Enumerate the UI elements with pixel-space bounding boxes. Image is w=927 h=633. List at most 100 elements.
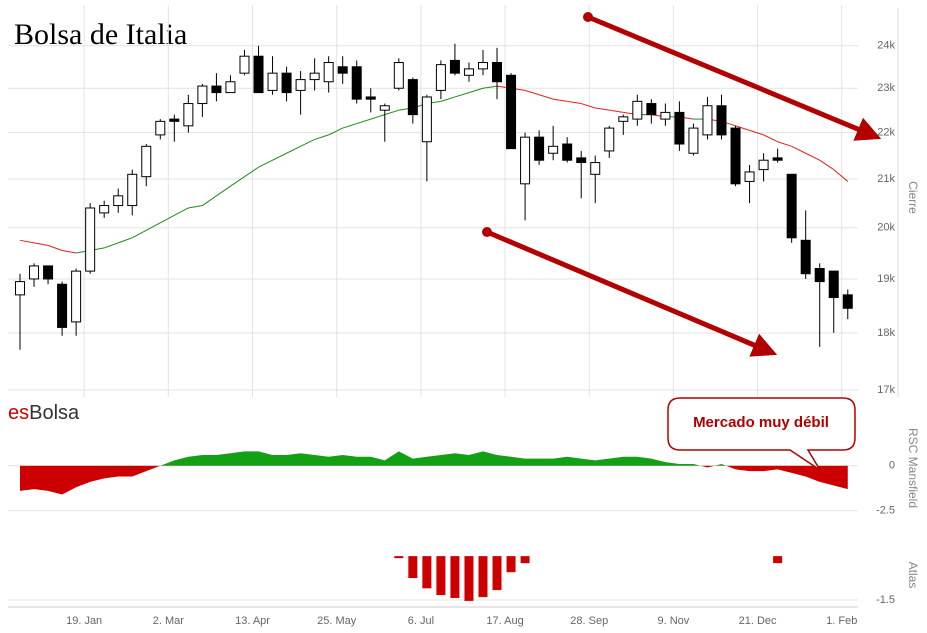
candle-body xyxy=(660,111,671,120)
bar xyxy=(450,556,460,598)
moving-average-segment xyxy=(805,152,820,161)
candle-body xyxy=(309,72,320,81)
x-tick-label: 9. Nov xyxy=(658,615,690,627)
candle-body xyxy=(253,55,264,94)
candle-body xyxy=(99,205,110,214)
candle-body xyxy=(197,85,208,105)
y-axis-title: RSC Mansfield xyxy=(906,428,920,508)
candle-body xyxy=(183,103,194,127)
candle-body xyxy=(267,72,278,91)
moving-average-segment xyxy=(132,229,147,239)
moving-average-segment xyxy=(609,109,624,113)
x-tick-label: 2. Mar xyxy=(153,615,185,627)
moving-average-segment xyxy=(468,87,484,94)
bar xyxy=(436,556,446,596)
area-negative xyxy=(20,465,848,495)
candle-body xyxy=(632,100,643,120)
candle-body xyxy=(618,116,629,122)
candle-body xyxy=(239,55,250,74)
moving-average-segment xyxy=(118,237,133,244)
candle-body xyxy=(449,59,460,74)
candle-body xyxy=(169,118,180,122)
bar xyxy=(492,556,502,591)
moving-average-segment xyxy=(258,159,273,168)
moving-average-segment xyxy=(749,129,764,136)
trend-arrows xyxy=(482,12,882,357)
candle-body xyxy=(281,72,292,94)
moving-average-segment xyxy=(567,100,582,105)
moving-average-segment xyxy=(763,134,778,143)
candle-body xyxy=(562,143,573,161)
x-tick-label: 25. May xyxy=(317,615,357,627)
y-tick-label: -1.5 xyxy=(876,594,895,606)
bubble-shape xyxy=(667,397,856,471)
moving-average-segment xyxy=(328,127,343,136)
moving-average-segment xyxy=(62,249,77,254)
moving-average-segment xyxy=(19,239,35,244)
y-tick-label: 17k xyxy=(877,384,895,396)
candle-body xyxy=(814,268,825,283)
moving-average-segment xyxy=(314,134,329,140)
moving-average-segment xyxy=(538,94,554,100)
candle-body xyxy=(57,283,68,328)
moving-average-segment xyxy=(230,176,245,187)
candle-body xyxy=(506,74,517,150)
candle-body xyxy=(127,173,138,207)
y-tick-label: 24k xyxy=(877,40,895,52)
x-tick-label: 13. Apr xyxy=(235,615,270,627)
candle-body xyxy=(337,66,348,74)
y-tick-label: 23k xyxy=(877,82,895,94)
moving-average-segment xyxy=(581,103,596,109)
candle-body xyxy=(365,96,376,100)
annotation-bubble: Mercado muy débil xyxy=(667,397,856,471)
arrow-dot xyxy=(482,227,492,237)
candle-body xyxy=(702,105,713,136)
y-tick-label: -2.5 xyxy=(876,505,895,517)
candle-body xyxy=(548,145,559,154)
candle-body xyxy=(688,127,699,154)
candle-body xyxy=(141,145,152,178)
moving-average-segment xyxy=(370,114,385,120)
moving-average-segment xyxy=(454,92,470,98)
x-tick-label: 17. Aug xyxy=(486,615,523,627)
candle-body xyxy=(85,207,96,272)
moving-average-segment xyxy=(104,242,119,249)
y-tick-label: 21k xyxy=(877,173,895,185)
bar xyxy=(464,556,474,601)
candle-body xyxy=(828,270,839,299)
moving-average-segment xyxy=(342,123,357,129)
candle-body xyxy=(604,127,615,152)
moving-average-segment xyxy=(174,207,189,216)
price-panel: 17k 18k 19k 20k 21k 22k 23k 24k Cierre 19. Jan 2. … xyxy=(8,5,920,627)
moving-average-segment xyxy=(356,118,371,125)
moving-average-segment xyxy=(216,185,231,197)
bar xyxy=(478,556,488,598)
candle-body xyxy=(43,265,54,280)
arrow xyxy=(486,229,778,357)
candle-body xyxy=(421,96,432,143)
moving-average-segment xyxy=(384,109,399,116)
moving-average-segment xyxy=(202,195,217,206)
moving-average-segment xyxy=(553,98,568,102)
y-tick-label: 22k xyxy=(877,127,895,139)
moving-average-segment xyxy=(160,214,175,224)
moving-average-segment xyxy=(482,85,498,89)
moving-average-segment xyxy=(244,166,259,178)
moving-average-segment xyxy=(595,107,610,111)
moving-average-segment xyxy=(791,145,806,154)
candle-body xyxy=(716,105,727,136)
x-tick-label: 28. Sep xyxy=(570,615,608,627)
moving-average-segment xyxy=(188,205,203,209)
candle-body xyxy=(590,162,601,175)
candle-body xyxy=(800,239,811,275)
bar xyxy=(422,556,432,589)
annotation: Mercado muy débil xyxy=(693,414,829,431)
candle-body xyxy=(463,68,474,76)
x-tick-label: 1. Feb xyxy=(826,615,857,627)
candle-body xyxy=(576,157,587,164)
candle-body xyxy=(492,62,503,83)
candle-body xyxy=(674,111,685,145)
moving-average-segment xyxy=(33,242,49,246)
candle-body xyxy=(842,294,853,309)
candle-body xyxy=(758,159,769,171)
